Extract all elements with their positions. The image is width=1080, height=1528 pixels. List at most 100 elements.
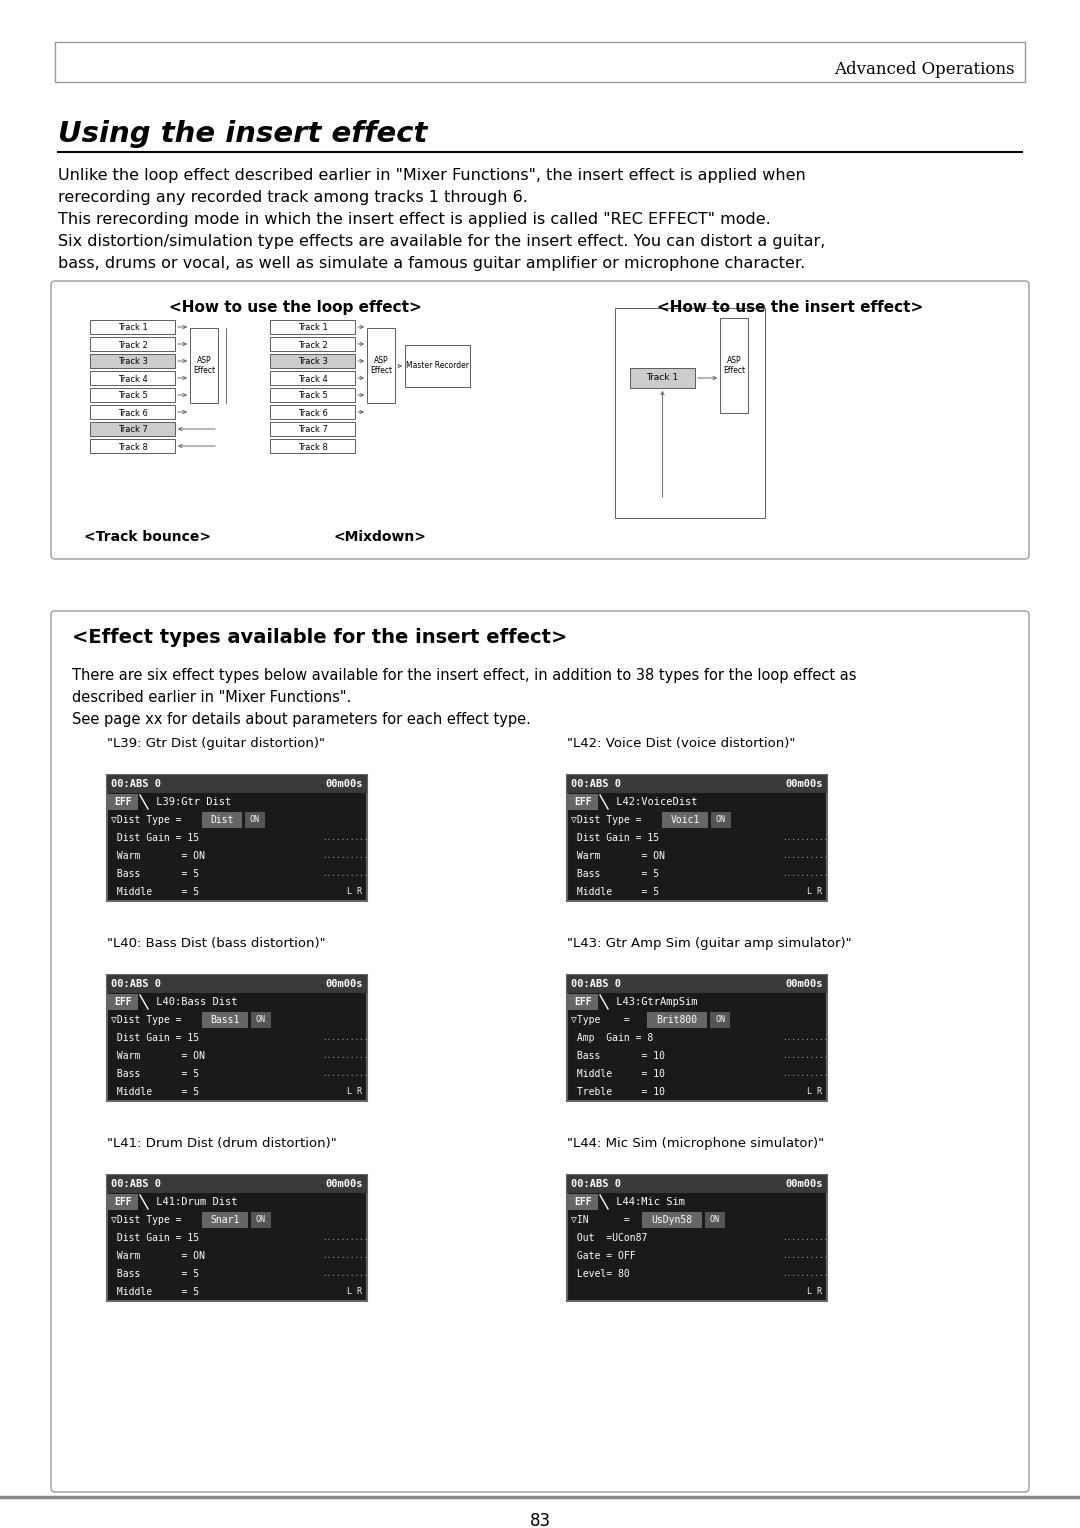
Bar	[615, 309, 765, 518]
Text: Warm       = ON: Warm = ON	[111, 1051, 205, 1060]
Text: ▽Dist Type =: ▽Dist Type =	[111, 1215, 181, 1225]
Text: Middle     = 10: Middle = 10	[571, 1070, 665, 1079]
Text: ASP
Effect: ASP Effect	[193, 356, 215, 376]
Bar	[297, 775, 367, 793]
Text: <How to use the loop effect>: <How to use the loop effect>	[168, 299, 421, 315]
Bar	[405, 345, 470, 387]
Text: ..........: ..........	[322, 869, 368, 879]
Text: ..........: ..........	[322, 833, 368, 842]
Bar	[705, 1212, 725, 1229]
Bar	[720, 318, 748, 413]
Text: Track 2: Track 2	[298, 341, 327, 350]
Bar	[90, 371, 175, 385]
Text: Middle     = 5: Middle = 5	[111, 886, 199, 897]
Text: Unlike the loop effect described earlier in "Mixer Functions", the insert effect: Unlike the loop effect described earlier…	[58, 168, 806, 183]
Text: ..........: ..........	[782, 1051, 828, 1060]
Text: 83: 83	[529, 1513, 551, 1528]
Text: Track 7: Track 7	[118, 425, 148, 434]
Text: Dist Gain = 15: Dist Gain = 15	[571, 833, 659, 843]
Text: Track 3: Track 3	[298, 358, 327, 367]
Text: L R: L R	[347, 1288, 362, 1296]
Text: Snar1: Snar1	[211, 1215, 240, 1225]
Bar	[367, 329, 395, 403]
Text: Middle     = 5: Middle = 5	[571, 886, 659, 897]
Bar	[568, 995, 598, 1010]
FancyBboxPatch shape	[51, 611, 1029, 1491]
Text: Track 1: Track 1	[647, 373, 678, 382]
Bar	[202, 811, 242, 828]
Bar	[108, 1193, 138, 1210]
Text: 00:ABS 0: 00:ABS 0	[571, 1180, 621, 1189]
Bar	[630, 368, 696, 388]
Text: EFF: EFF	[114, 1196, 132, 1207]
Text: EFF: EFF	[575, 1196, 592, 1207]
Text: Warm       = ON: Warm = ON	[571, 851, 665, 860]
Text: L39:Gtr Dist: L39:Gtr Dist	[150, 798, 231, 807]
Text: EFF: EFF	[114, 996, 132, 1007]
Text: <Track bounce>: <Track bounce>	[84, 530, 212, 544]
Text: 00:ABS 0: 00:ABS 0	[111, 979, 161, 989]
Bar	[642, 1212, 702, 1229]
Text: Middle     = 5: Middle = 5	[111, 1086, 199, 1097]
Text: ▽Type    =: ▽Type =	[571, 1015, 630, 1025]
Text: ▽IN      =: ▽IN =	[571, 1215, 630, 1225]
Bar	[711, 811, 731, 828]
Text: Using the insert effect: Using the insert effect	[58, 121, 428, 148]
Text: Gate = OFF: Gate = OFF	[571, 1251, 636, 1261]
Bar	[757, 775, 827, 793]
Text: ..........: ..........	[782, 1033, 828, 1042]
Text: 00:ABS 0: 00:ABS 0	[571, 779, 621, 788]
Bar	[90, 439, 175, 452]
Text: 00:ABS 0: 00:ABS 0	[111, 1180, 161, 1189]
Text: ..........: ..........	[782, 869, 828, 879]
Text: L R: L R	[347, 1088, 362, 1097]
Text: ▽Dist Type =: ▽Dist Type =	[111, 814, 181, 825]
Text: L42:VoiceDist: L42:VoiceDist	[610, 798, 698, 807]
Text: ON: ON	[256, 1016, 266, 1024]
Text: ▽Dist Type =: ▽Dist Type =	[111, 1015, 181, 1025]
Bar	[107, 1175, 367, 1193]
Text: ..........: ..........	[782, 1270, 828, 1279]
Text: "L40: Bass Dist (bass distortion)": "L40: Bass Dist (bass distortion)"	[107, 937, 326, 950]
Text: ..........: ..........	[322, 1033, 368, 1042]
Text: EFF: EFF	[114, 798, 132, 807]
Bar	[251, 1012, 271, 1028]
Bar	[567, 975, 827, 1102]
Bar	[107, 775, 367, 793]
Text: Warm       = ON: Warm = ON	[111, 851, 205, 860]
Text: Track 1: Track 1	[118, 324, 147, 333]
Text: Brit800: Brit800	[657, 1015, 698, 1025]
Text: Bass1: Bass1	[211, 1015, 240, 1025]
Text: Master Recorder: Master Recorder	[406, 362, 469, 370]
Bar	[90, 319, 175, 335]
Text: "L41: Drum Dist (drum distortion)": "L41: Drum Dist (drum distortion)"	[107, 1137, 337, 1151]
Text: Bass       = 5: Bass = 5	[571, 869, 659, 879]
Bar	[757, 975, 827, 993]
Bar	[90, 422, 175, 435]
Text: ON: ON	[249, 816, 260, 825]
Text: Bass       = 5: Bass = 5	[111, 1268, 199, 1279]
Bar	[245, 811, 265, 828]
Text: Out  =UCon87: Out =UCon87	[571, 1233, 647, 1242]
Bar	[297, 975, 367, 993]
Text: ..........: ..........	[322, 1251, 368, 1261]
Text: rerecording any recorded track among tracks 1 through 6.: rerecording any recorded track among tra…	[58, 189, 528, 205]
Text: ASP
Effect: ASP Effect	[370, 356, 392, 376]
Text: Warm       = ON: Warm = ON	[111, 1251, 205, 1261]
Bar	[567, 1175, 827, 1300]
Bar	[647, 1012, 707, 1028]
Text: Level= 80: Level= 80	[571, 1268, 630, 1279]
Text: <How to use the insert effect>: <How to use the insert effect>	[657, 299, 923, 315]
Text: ON: ON	[710, 1215, 720, 1224]
Bar	[202, 1012, 248, 1028]
Text: 00m00s: 00m00s	[325, 1180, 363, 1189]
Text: "L39: Gtr Dist (guitar distortion)": "L39: Gtr Dist (guitar distortion)"	[107, 736, 325, 750]
Bar	[108, 795, 138, 810]
Text: Six distortion/simulation type effects are available for the insert effect. You : Six distortion/simulation type effects a…	[58, 234, 825, 249]
Text: 00m00s: 00m00s	[785, 779, 823, 788]
Text: ..........: ..........	[782, 851, 828, 860]
Text: Amp  Gain = 8: Amp Gain = 8	[571, 1033, 653, 1044]
Text: Advanced Operations: Advanced Operations	[835, 61, 1015, 78]
Bar	[297, 1175, 367, 1193]
Bar	[270, 371, 355, 385]
